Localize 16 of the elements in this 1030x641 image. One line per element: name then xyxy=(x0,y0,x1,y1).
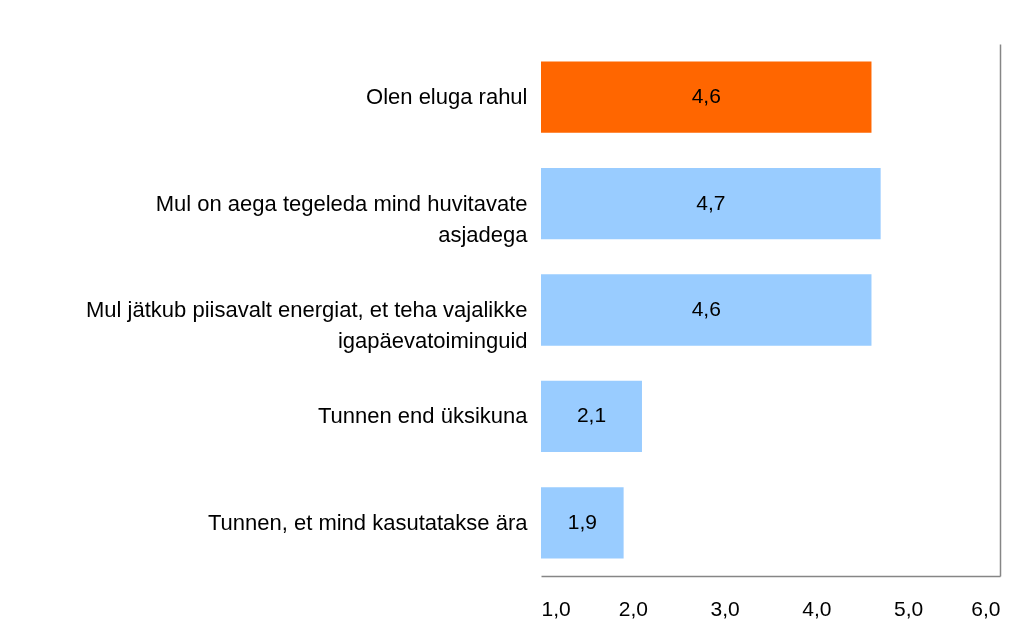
x-tick-label: 4,0 xyxy=(802,596,832,620)
y-tick-label: Tunnen end üksikuna xyxy=(317,403,529,429)
y-tick-label: Mul on aega tegeleda mind huvitavate asjadega xyxy=(155,190,529,247)
x-tick-label: 2,0 xyxy=(618,596,648,620)
data-label: 4,6 xyxy=(691,297,721,320)
x-tick-label: 3,0 xyxy=(710,596,740,620)
y-tick-label: Mul jätkub piisavalt energiat, et teha vajalikke igapäevatoiminguid xyxy=(86,297,528,353)
x-tick-label: 6,0 xyxy=(971,596,1001,620)
x-tick-label: 1,0 xyxy=(541,596,571,620)
data-label: 1,9 xyxy=(567,509,597,533)
data-label: 4,6 xyxy=(691,84,721,108)
y-tick-label: Tunnen, et mind kasutatakse ära xyxy=(207,509,529,535)
data-label: 2,1 xyxy=(576,403,607,427)
y-tick-label: Olen eluga rahul xyxy=(366,84,528,110)
x-tick-label: 5,0 xyxy=(894,596,924,620)
data-label: 4,7 xyxy=(696,190,726,214)
